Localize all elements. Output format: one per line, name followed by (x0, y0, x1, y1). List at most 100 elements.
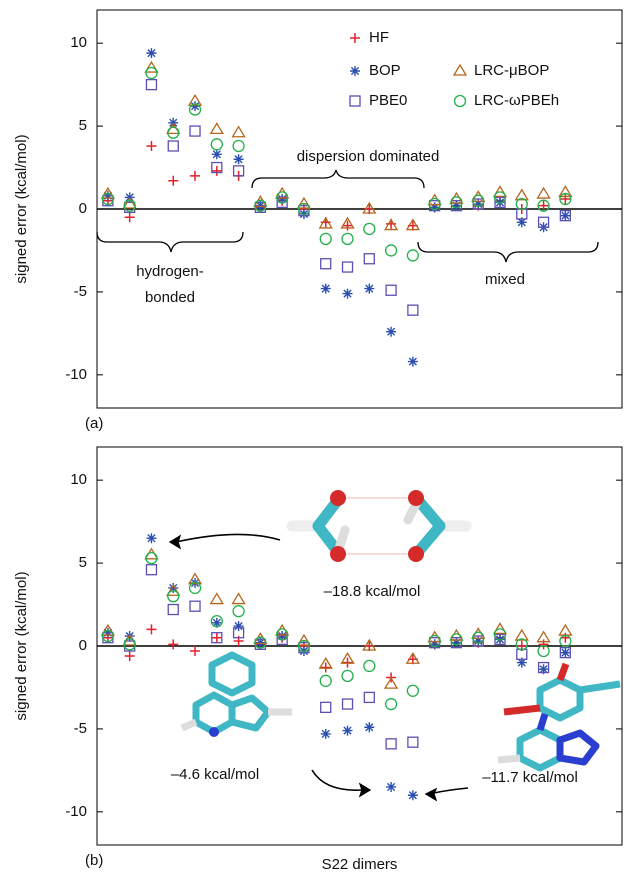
marker-circle (407, 685, 418, 696)
ring (540, 680, 580, 718)
marker-circle (364, 223, 375, 234)
legend-label: LRC-μBOP (474, 62, 549, 79)
marker-plus (190, 171, 200, 181)
marker-plus (125, 651, 135, 661)
ring (520, 730, 560, 768)
y-tick-label: -10 (65, 803, 87, 820)
marker-star (343, 289, 353, 299)
marker-plus (168, 639, 178, 649)
marker-star (343, 726, 353, 736)
y-tick-label: -10 (65, 366, 87, 383)
marker-circle (386, 699, 397, 710)
atom (408, 490, 424, 506)
marker-star (146, 533, 156, 543)
ring (560, 733, 596, 762)
y-tick-label: 0 (79, 637, 87, 654)
y-tick-label: 5 (79, 117, 87, 134)
annotation: bonded (145, 289, 195, 306)
marker-square (190, 126, 200, 136)
panel-label: (a) (85, 415, 103, 432)
marker-star (386, 782, 396, 792)
marker-circle (320, 675, 331, 686)
marker-star (451, 201, 461, 211)
marker-star (451, 638, 461, 648)
marker-square (146, 565, 156, 575)
marker-triangle (538, 188, 550, 198)
marker-square (190, 601, 200, 611)
marker-plus (125, 212, 135, 222)
marker-plus (190, 646, 200, 656)
figure: -10-50510signed error (kcal/mol)(a)HFBOP… (0, 0, 633, 881)
atom (330, 546, 346, 562)
marker-star (146, 48, 156, 58)
x-axis-label: S22 dimers (322, 856, 398, 873)
annotation: mixed (485, 271, 525, 288)
atom (408, 546, 424, 562)
marker-plus (212, 633, 222, 643)
marker-star (364, 722, 374, 732)
y-tick-label: 10 (70, 34, 87, 51)
y-axis-label: signed error (kcal/mol) (13, 134, 30, 283)
marker-circle (168, 127, 179, 138)
bond (560, 664, 566, 680)
bond (540, 714, 545, 730)
marker-star (321, 284, 331, 294)
brace (252, 170, 424, 188)
molecule-adenine-thymine (498, 664, 620, 768)
marker-star (212, 149, 222, 159)
annotation: hydrogen- (136, 263, 204, 280)
atom (209, 727, 219, 737)
marker-star (234, 154, 244, 164)
annotation: dispersion dominated (297, 148, 440, 165)
marker-star (386, 327, 396, 337)
marker-circle (386, 245, 397, 256)
legend-marker (454, 65, 466, 75)
molecule-formic-acid-dimer (292, 490, 466, 562)
marker-triangle (211, 123, 223, 133)
marker-plus (146, 141, 156, 151)
marker-star (560, 211, 570, 221)
y-tick-label: -5 (74, 720, 87, 737)
y-tick-label: -5 (74, 283, 87, 300)
annotation: –18.8 kcal/mol (324, 583, 421, 600)
marker-circle (342, 233, 353, 244)
arrowhead (426, 789, 436, 800)
marker-circle (342, 670, 353, 681)
y-tick-label: 10 (70, 471, 87, 488)
marker-star (321, 729, 331, 739)
brace (418, 242, 598, 262)
arrowhead (360, 784, 370, 796)
atom (330, 490, 346, 506)
marker-circle (233, 606, 244, 617)
bond (504, 708, 540, 712)
marker-plus (168, 176, 178, 186)
arrow (434, 788, 468, 793)
marker-square (146, 80, 156, 90)
legend-label: PBE0 (369, 92, 407, 109)
marker-square (386, 739, 396, 749)
marker-star (408, 790, 418, 800)
marker-plus (560, 633, 570, 643)
bond (182, 722, 196, 728)
marker-circle (146, 68, 157, 79)
marker-circle (233, 140, 244, 151)
marker-square (321, 702, 331, 712)
marker-star (473, 199, 483, 209)
ring (232, 698, 268, 728)
arrowhead (170, 536, 180, 548)
panel-label: (b) (85, 852, 103, 869)
y-tick-label: 5 (79, 554, 87, 571)
marker-square (408, 737, 418, 747)
legend-label: BOP (369, 62, 401, 79)
marker-square (343, 699, 353, 709)
y-tick-label: 0 (79, 200, 87, 217)
marker-plus (343, 221, 353, 231)
marker-square (321, 259, 331, 269)
marker-square (168, 605, 178, 615)
marker-square (364, 692, 374, 702)
marker-circle (320, 233, 331, 244)
arrow (176, 534, 280, 542)
legend-marker (350, 33, 360, 43)
bond (580, 684, 620, 690)
marker-plus (539, 639, 549, 649)
